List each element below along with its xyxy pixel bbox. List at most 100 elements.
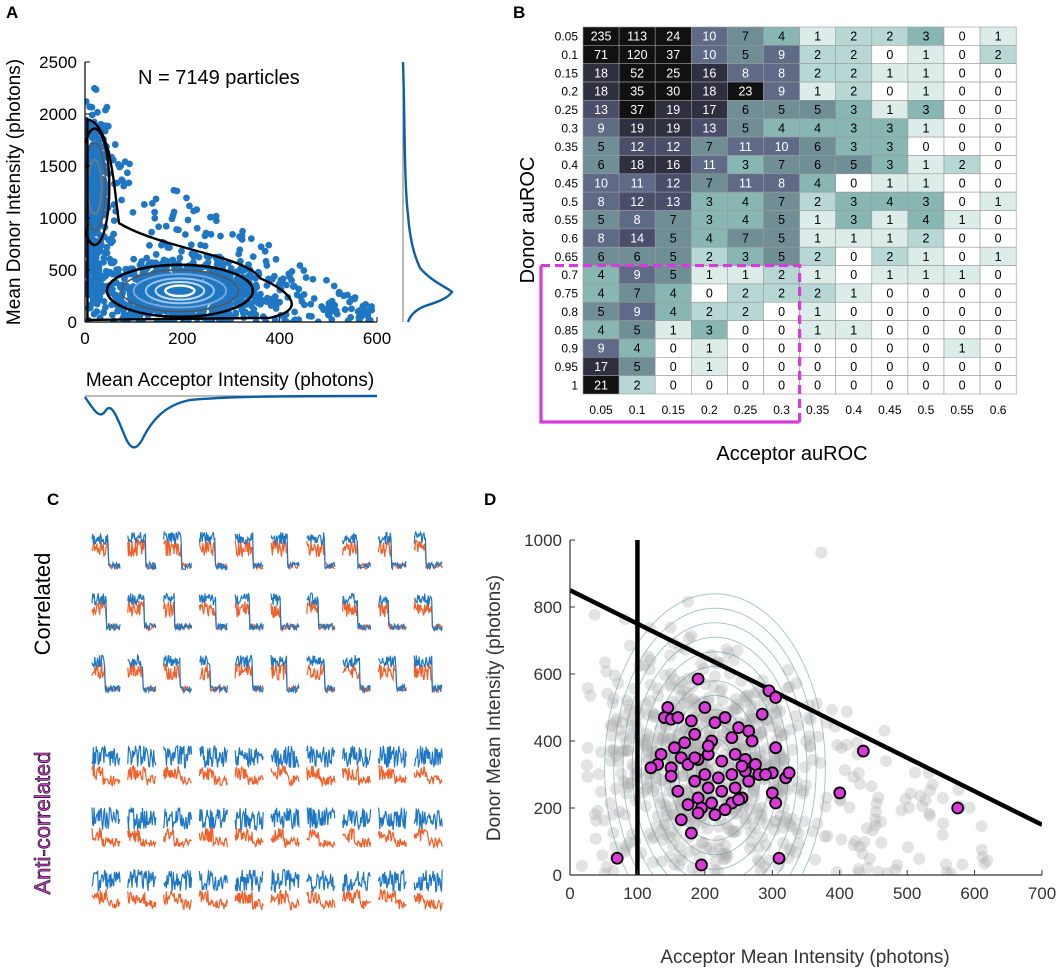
scatter-point bbox=[116, 297, 124, 305]
trace-donor bbox=[342, 870, 371, 892]
scatter-point bbox=[155, 223, 163, 231]
scatter-point bbox=[125, 179, 133, 187]
background-point bbox=[755, 809, 768, 822]
panel-a-scatter: 0 200 400 600 0 500 1000 1500 2000 2500 N = 7149 … bbox=[4, 53, 454, 449]
heatmap-cell-value: 4 bbox=[778, 30, 785, 44]
trace-donor bbox=[377, 655, 407, 692]
trace-donor bbox=[198, 807, 228, 829]
heatmap-cell-value: 7 bbox=[742, 232, 749, 246]
scatter-point bbox=[104, 122, 112, 130]
background-point bbox=[944, 867, 957, 875]
selected-point bbox=[708, 808, 722, 822]
heatmap-y-tick-label: 0.7 bbox=[561, 268, 578, 282]
selected-point bbox=[701, 781, 715, 795]
trace-donor bbox=[127, 807, 157, 830]
heatmap-cell-value: 11 bbox=[631, 176, 644, 190]
heatmap-cell-value: 0 bbox=[850, 360, 857, 374]
heatmap-cell-value: 12 bbox=[630, 195, 644, 209]
heatmap-cell-value: 4 bbox=[814, 121, 821, 135]
background-point bbox=[621, 780, 634, 793]
background-point bbox=[919, 794, 932, 807]
background-point bbox=[852, 867, 865, 875]
background-point bbox=[702, 691, 715, 704]
panel-a-title: N = 7149 particles bbox=[138, 67, 300, 89]
background-point bbox=[652, 689, 665, 702]
selected-point bbox=[691, 806, 705, 820]
heatmap-cell-value: 2 bbox=[922, 232, 929, 246]
background-point bbox=[616, 716, 629, 729]
trace-acceptor bbox=[342, 765, 372, 786]
heatmap-cell-value: 1 bbox=[995, 250, 1002, 264]
scatter-point bbox=[289, 283, 297, 290]
trace-acceptor bbox=[163, 827, 193, 849]
background-point bbox=[674, 849, 687, 862]
trace-donor bbox=[414, 593, 443, 632]
panel-d-x-label: Acceptor Mean Intensity (photons) bbox=[660, 947, 949, 968]
trace-donor bbox=[413, 807, 443, 830]
background-point bbox=[904, 787, 917, 800]
scatter-point bbox=[232, 309, 240, 317]
threshold-diagonal-line bbox=[570, 588, 1042, 827]
background-point bbox=[739, 691, 752, 704]
scatter-point bbox=[100, 298, 108, 305]
background-point bbox=[924, 784, 937, 797]
heatmap-y-tick-label: 0.65 bbox=[555, 250, 579, 264]
background-point bbox=[713, 834, 726, 847]
background-point bbox=[774, 809, 787, 822]
background-point bbox=[865, 780, 878, 793]
heatmap-cell-value: 5 bbox=[850, 158, 857, 172]
background-point bbox=[814, 756, 827, 769]
heatmap-cell-value: 0 bbox=[959, 287, 966, 301]
background-point bbox=[735, 806, 748, 819]
scatter-point bbox=[102, 189, 110, 197]
scatter-point bbox=[270, 272, 278, 280]
scatter-point bbox=[193, 206, 201, 214]
background-point bbox=[913, 852, 926, 865]
heatmap-cell-value: 3 bbox=[886, 140, 893, 154]
trace-acceptor bbox=[342, 541, 372, 570]
heatmap-cell-value: 6 bbox=[814, 158, 821, 172]
panel-a-y-tick-label: 2000 bbox=[39, 105, 77, 124]
trace-acceptor bbox=[306, 889, 336, 910]
scatter-point bbox=[249, 253, 257, 261]
background-point bbox=[681, 672, 694, 685]
scatter-point bbox=[309, 275, 317, 283]
background-point bbox=[673, 681, 686, 694]
heatmap-cell-value: 4 bbox=[598, 268, 605, 282]
heatmap-cell-value: 0 bbox=[959, 378, 966, 392]
heatmap-cell-value: 1 bbox=[706, 268, 713, 282]
heatmap-cell-value: 0 bbox=[778, 305, 785, 319]
density-contour bbox=[85, 127, 111, 247]
scatter-point bbox=[140, 201, 148, 208]
heatmap-cell-value: 8 bbox=[742, 66, 749, 80]
heatmap-cell-value: 4 bbox=[886, 195, 893, 209]
background-point bbox=[849, 835, 862, 848]
selected-point bbox=[718, 803, 732, 817]
selected-point bbox=[698, 701, 712, 714]
background-point bbox=[786, 812, 799, 825]
background-point bbox=[703, 841, 716, 854]
heatmap-y-tick-label: 0.35 bbox=[555, 140, 579, 154]
scatter-point bbox=[170, 208, 178, 216]
heatmap-cell-value: 5 bbox=[598, 305, 605, 319]
scatter-point bbox=[257, 243, 265, 251]
scatter-point bbox=[277, 276, 285, 284]
background-point bbox=[688, 817, 701, 830]
scatter-point bbox=[101, 249, 109, 256]
selected-point bbox=[684, 826, 698, 840]
scatter-point bbox=[297, 293, 305, 301]
heatmap-cell-value: 13 bbox=[702, 121, 716, 135]
heatmap-cell-value: 1 bbox=[886, 232, 893, 246]
heatmap-y-tick-label: 0.55 bbox=[555, 213, 579, 227]
trace-donor bbox=[306, 592, 336, 631]
heatmap-cell-value: 0 bbox=[850, 176, 857, 190]
background-point bbox=[914, 790, 927, 803]
background-point bbox=[819, 800, 832, 813]
scatter-point bbox=[111, 141, 119, 148]
scatter-point bbox=[101, 303, 109, 311]
scatter-point bbox=[148, 199, 156, 207]
background-point bbox=[623, 744, 636, 757]
trace-acceptor bbox=[127, 827, 157, 849]
background-point bbox=[731, 644, 744, 657]
heatmap-y-tick-label: 1 bbox=[571, 378, 578, 392]
